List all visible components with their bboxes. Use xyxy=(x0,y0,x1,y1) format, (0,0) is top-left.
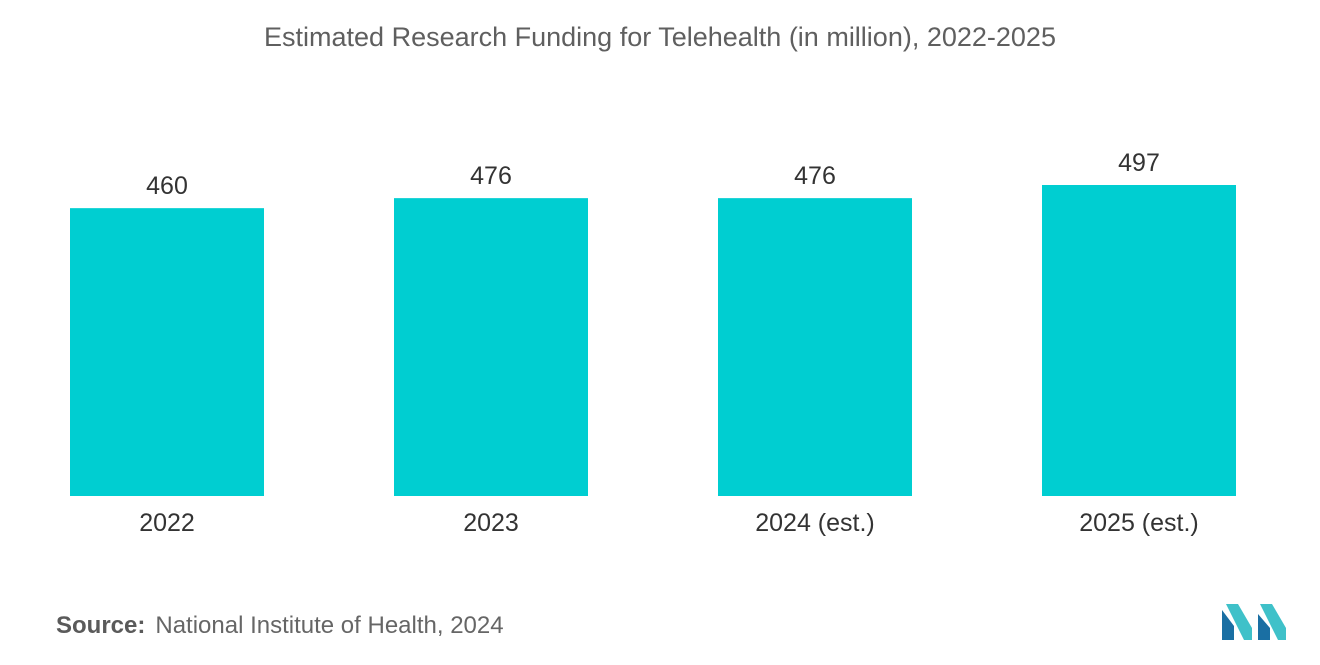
value-label-1: 476 xyxy=(470,162,512,190)
bars-group xyxy=(70,185,1236,496)
value-label-0: 460 xyxy=(146,172,188,200)
source-text: National Institute of Health, 2024 xyxy=(155,612,504,639)
value-label-2: 476 xyxy=(794,162,836,190)
source-note: Source: National Institute of Health, 202… xyxy=(56,612,504,640)
value-label-3: 497 xyxy=(1118,149,1160,177)
bar-3 xyxy=(1042,185,1236,496)
bar-1 xyxy=(394,198,588,496)
x-tick-label-3: 2025 (est.) xyxy=(1079,509,1199,537)
x-tick-label-0: 2022 xyxy=(139,509,195,537)
x-axis-ticks: 2022 2023 2024 (est.) 2025 (est.) xyxy=(139,509,1199,537)
bar-0 xyxy=(70,208,264,496)
mordor-intelligence-logo-icon xyxy=(1222,604,1286,640)
chart-title: Estimated Research Funding for Telehealt… xyxy=(264,22,1056,52)
bar-2 xyxy=(718,198,912,496)
x-tick-label-1: 2023 xyxy=(463,509,519,537)
source-label: Source: xyxy=(56,612,146,639)
bar-chart: 460 476 476 497 2022 2023 2024 (est.) 2025 (es… xyxy=(70,149,1236,537)
x-tick-label-2: 2024 (est.) xyxy=(755,509,875,537)
value-labels-group: 460 476 476 497 xyxy=(146,149,1160,200)
